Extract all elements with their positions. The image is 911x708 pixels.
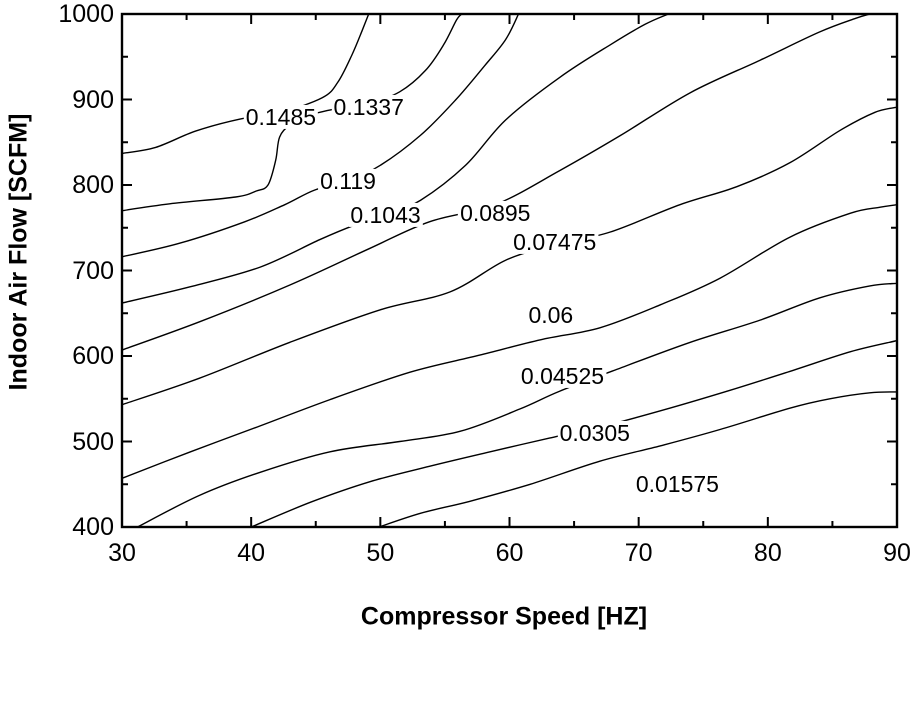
y-tick-label-500: 500 (72, 427, 114, 456)
x-tick-label-70: 70 (624, 539, 653, 567)
contour-line-0.04525 (136, 282, 897, 527)
y-tick-label-600: 600 (72, 342, 114, 370)
contour-label-0.119: 0.119 (318, 167, 378, 194)
x-tick-label-40: 40 (237, 539, 266, 567)
contour-label-0.07475: 0.07475 (511, 229, 599, 256)
y-tick-label-700: 700 (72, 256, 114, 285)
y-axis-title: Indoor Air Flow [SCFM] (4, 113, 33, 391)
contour-line-0.06 (122, 204, 897, 479)
y-tick-label-800: 800 (72, 171, 114, 199)
x-axis-title: Compressor Speed [HZ] (360, 602, 648, 631)
contour-label-0.1485: 0.1485 (243, 103, 319, 130)
contour-line-0.1043 (122, 14, 670, 304)
x-tick-label-30: 30 (108, 539, 136, 567)
plot-border (120, 12, 899, 529)
contour-line-0.07475 (122, 106, 897, 406)
contour-label-0.0305: 0.0305 (557, 419, 632, 446)
contour-line-0.0895 (122, 14, 871, 351)
contour-label-0.0895: 0.0895 (458, 200, 533, 227)
x-tick-label-50: 50 (366, 539, 395, 567)
contour-label-0.06: 0.06 (526, 301, 576, 328)
y-tick-label-400: 400 (72, 513, 114, 541)
contour-line-0.01575 (378, 391, 897, 527)
contour-line-0.1485 (122, 14, 370, 155)
y-tick-label-900: 900 (72, 85, 114, 114)
contour-label-0.1337: 0.1337 (331, 94, 406, 121)
x-tick-label-60: 60 (495, 539, 524, 567)
contour-label-0.04525: 0.04525 (518, 362, 607, 389)
contour-label-0.1043: 0.1043 (348, 201, 423, 228)
x-tick-label-80: 80 (753, 539, 782, 567)
contour-label-0.01575: 0.01575 (633, 471, 721, 498)
y-tick-label-1000: 1000 (58, 0, 114, 28)
x-tick-label-90: 90 (883, 539, 911, 567)
